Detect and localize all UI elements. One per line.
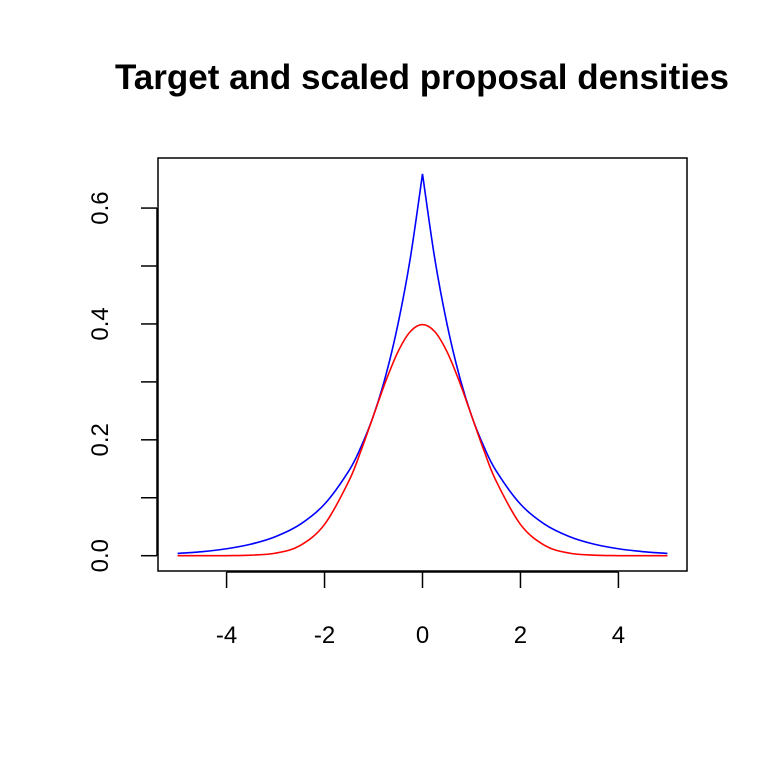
x-tick-label: 4: [612, 622, 625, 649]
x-axis: -4 -2 0 2 4: [216, 571, 625, 649]
y-axis: 0.0 0.2 0.4 0.6: [87, 191, 158, 572]
y-tick-label: 0.4: [87, 307, 114, 340]
series-layer: [177, 173, 668, 557]
x-tick-label: 0: [416, 622, 429, 649]
x-tick-label: -4: [216, 622, 237, 649]
series-line-0: [177, 173, 668, 555]
plot-frame: [157, 157, 688, 572]
y-tick-label: 0.0: [87, 539, 114, 572]
y-tick-label: 0.2: [87, 423, 114, 456]
series-line-1: [177, 323, 668, 557]
x-tick-label: 2: [514, 622, 527, 649]
chart-title: Target and scaled proposal densities: [115, 58, 729, 97]
y-tick-label: 0.6: [87, 191, 114, 224]
x-tick-label: -2: [314, 622, 335, 649]
